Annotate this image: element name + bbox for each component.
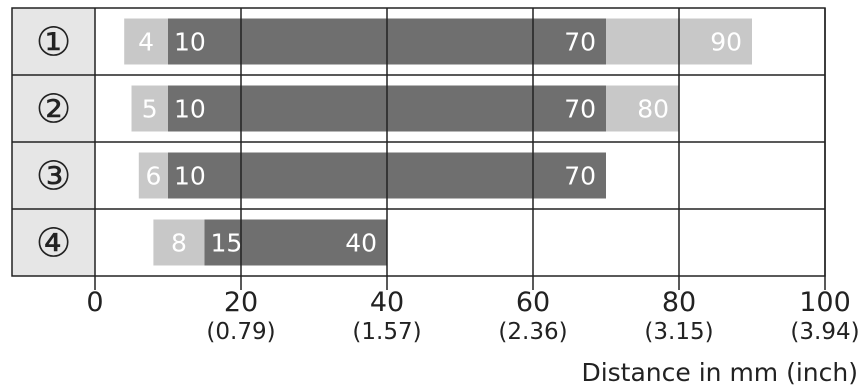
x-tick-label-60: 60 xyxy=(516,287,550,318)
inner-max-label-3: 70 xyxy=(564,162,596,191)
x-tick-sublabel-60: (2.36) xyxy=(498,319,567,345)
outer-min-label-3: 6 xyxy=(145,162,161,191)
outer-min-label-2: 5 xyxy=(142,95,158,124)
inner-max-label-4: 40 xyxy=(345,229,377,258)
x-tick-label-20: 20 xyxy=(224,287,258,318)
outer-min-label-4: 8 xyxy=(171,229,187,258)
x-axis-label: Distance in mm (inch) xyxy=(581,358,858,387)
x-tick-sublabel-100: (3.94) xyxy=(790,319,859,345)
inner-min-label-2: 10 xyxy=(174,95,206,124)
outer-max-label-1: 90 xyxy=(710,28,742,57)
x-tick-label-80: 80 xyxy=(662,287,696,318)
row-label-2: ② xyxy=(36,87,72,133)
inner-range-bar-4 xyxy=(204,219,387,266)
row-label-1: ① xyxy=(36,20,72,66)
outer-min-label-1: 4 xyxy=(138,28,154,57)
inner-max-label-2: 70 xyxy=(564,95,596,124)
x-tick-label-40: 40 xyxy=(370,287,404,318)
inner-min-label-1: 10 xyxy=(174,28,206,57)
x-axis-ticks: 0 20(0.79) 40(1.57) 60(2.36) 80(3.15) 100(3.9… xyxy=(86,287,859,345)
x-tick-label-100: 100 xyxy=(799,287,851,318)
row-label-4: ④ xyxy=(36,221,72,267)
inner-min-label-4: 15 xyxy=(211,229,243,258)
grid-lines xyxy=(11,7,826,290)
x-tick-sublabel-80: (3.15) xyxy=(644,319,713,345)
row-label-3: ③ xyxy=(36,154,72,200)
x-tick-label-0: 0 xyxy=(86,287,103,318)
x-tick-sublabel-20: (0.79) xyxy=(206,319,275,345)
outer-max-label-2: 80 xyxy=(637,95,669,124)
x-tick-sublabel-40: (1.57) xyxy=(352,319,421,345)
inner-min-label-3: 10 xyxy=(174,162,206,191)
inner-max-label-1: 70 xyxy=(564,28,596,57)
